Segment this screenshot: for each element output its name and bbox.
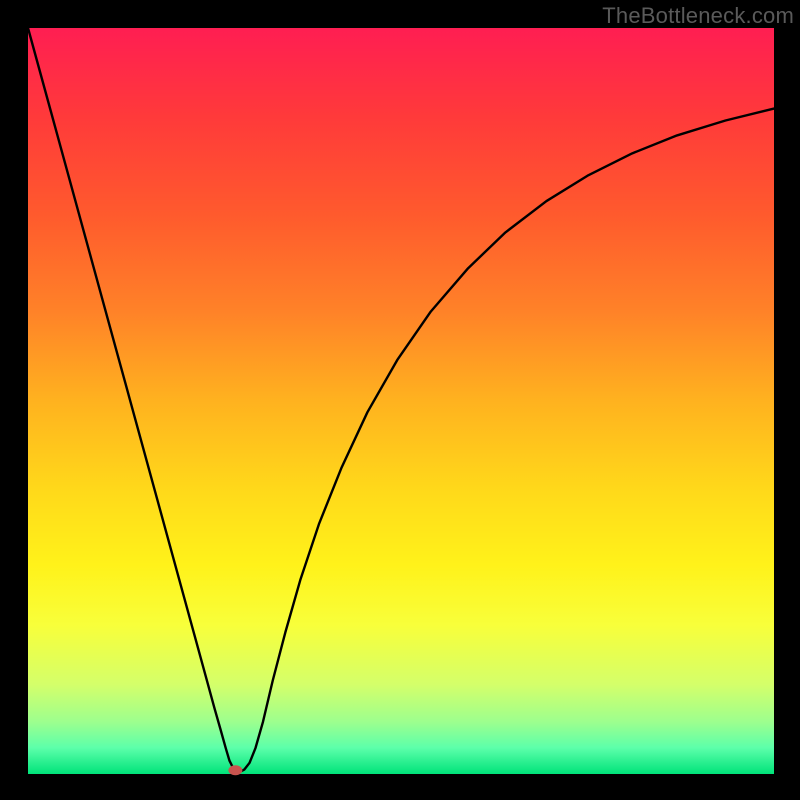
- min-marker: [228, 765, 242, 775]
- attribution-text: TheBottleneck.com: [602, 3, 794, 29]
- chart-svg: [0, 0, 800, 800]
- chart-stage: TheBottleneck.com: [0, 0, 800, 800]
- gradient-background: [28, 28, 774, 774]
